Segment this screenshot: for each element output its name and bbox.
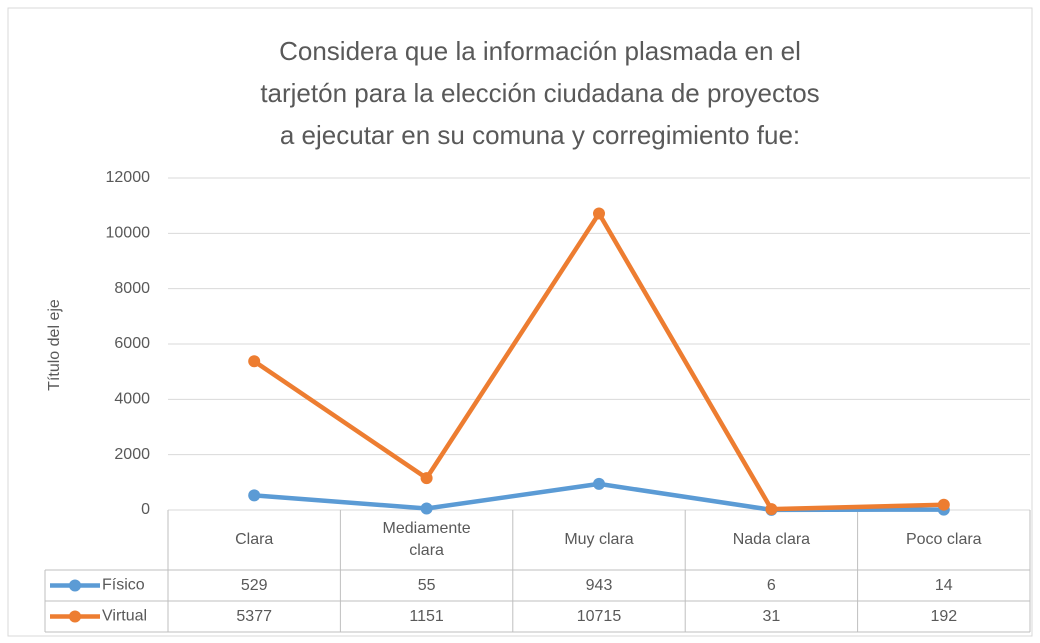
x-tick-label-text: Nada clara <box>732 531 811 548</box>
marker <box>937 498 950 511</box>
y-tick-label: 2000 <box>114 446 150 463</box>
x-tick-label: Clara <box>168 510 340 570</box>
legend-marker <box>69 610 81 623</box>
x-tick-label-text: Clara <box>235 531 274 548</box>
chart-title: Considera que la información plasmada en… <box>260 36 820 150</box>
table-value: 6 <box>685 570 857 601</box>
table-value: 1151 <box>340 601 512 632</box>
table-value-text: 1151 <box>409 607 444 625</box>
table-value-text: 192 <box>930 607 958 625</box>
chart-border <box>7 7 1033 637</box>
table-value: 31 <box>685 601 857 632</box>
table-value-text: 943 <box>585 576 613 594</box>
marker <box>420 472 433 485</box>
table-value-text: 55 <box>417 576 436 594</box>
table-value: 192 <box>858 601 1030 632</box>
table-value: 5377 <box>168 601 340 632</box>
marker <box>420 502 433 515</box>
table-value-text: 6 <box>766 576 776 594</box>
y-tick-label: 6000 <box>114 335 150 352</box>
table-value-text: 31 <box>762 607 781 625</box>
marker <box>248 489 261 502</box>
table-value-text: 529 <box>240 576 268 594</box>
table-value: 10715 <box>513 601 685 632</box>
y-tick-label: 4000 <box>114 391 150 408</box>
table-value-text: 5377 <box>236 607 272 625</box>
x-tick-label-text: Muy clara <box>564 531 634 548</box>
x-tick-label: Mediamente clara <box>340 510 512 570</box>
table-value-text: 10715 <box>576 607 622 625</box>
table-value: 529 <box>168 570 340 601</box>
table-value: 55 <box>340 570 512 601</box>
marker <box>593 477 605 490</box>
x-tick-label: Poco clara <box>858 510 1030 570</box>
table-value-text: 14 <box>934 576 953 594</box>
legend-marker <box>69 579 81 592</box>
x-tick-label-text: Mediamente clara <box>382 520 471 559</box>
y-tick-label: 0 <box>141 501 150 518</box>
y-tick-label: 8000 <box>114 280 150 297</box>
x-tick-label: Muy clara <box>513 510 685 570</box>
y-axis-title: Título del eje <box>46 299 63 391</box>
table-value: 14 <box>858 570 1030 601</box>
marker <box>248 355 261 368</box>
x-tick-label: Nada clara <box>685 510 857 570</box>
table-value: 943 <box>513 570 685 601</box>
legend-label: Físico <box>102 577 145 594</box>
legend-label: Virtual <box>102 608 147 625</box>
marker <box>765 503 778 516</box>
marker <box>593 207 605 220</box>
x-tick-label-text: Poco clara <box>905 531 982 548</box>
y-tick-label: 10000 <box>106 225 151 242</box>
y-tick-label: 12000 <box>106 169 151 186</box>
